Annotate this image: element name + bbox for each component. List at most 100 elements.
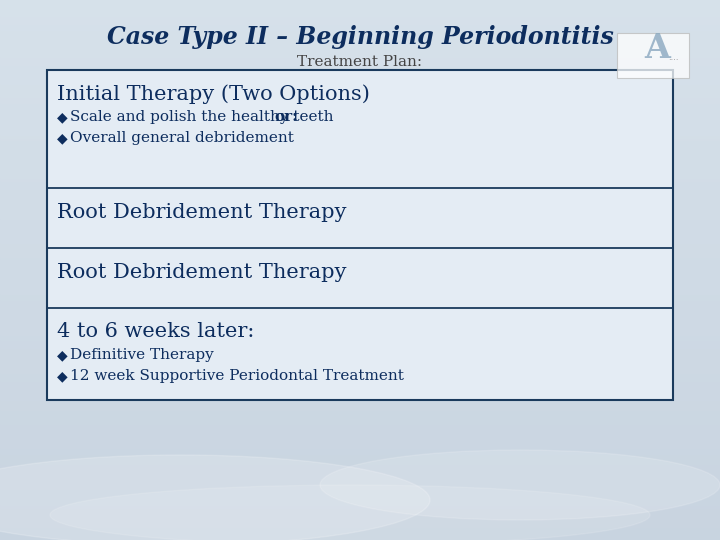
Bar: [0, 504, 720, 508]
Bar: [0, 145, 720, 148]
Bar: [0, 166, 720, 170]
Bar: [0, 91, 720, 94]
Bar: [47, 70, 673, 400]
Bar: [0, 228, 720, 232]
Bar: [0, 12, 720, 16]
Bar: [0, 385, 720, 389]
Text: 4 to 6 weeks later:: 4 to 6 weeks later:: [57, 322, 254, 341]
Text: ◆: ◆: [57, 369, 68, 383]
Text: Treatment Plan:: Treatment Plan:: [297, 55, 423, 69]
Bar: [0, 77, 720, 81]
Bar: [0, 307, 720, 310]
Bar: [0, 53, 720, 57]
Bar: [0, 4, 720, 8]
Bar: [0, 45, 720, 49]
Bar: [0, 21, 720, 24]
Bar: [0, 156, 720, 159]
Text: or:: or:: [275, 110, 299, 124]
Bar: [0, 18, 720, 22]
Bar: [0, 226, 720, 230]
Bar: [0, 242, 720, 246]
Bar: [0, 331, 720, 335]
Bar: [0, 215, 720, 219]
Bar: [0, 231, 720, 235]
Bar: [0, 212, 720, 216]
Bar: [0, 180, 720, 184]
Bar: [0, 185, 720, 189]
Text: A: A: [644, 32, 670, 65]
Bar: [0, 172, 720, 176]
Bar: [0, 193, 720, 197]
Bar: [0, 161, 720, 165]
Bar: [0, 490, 720, 494]
Ellipse shape: [50, 485, 650, 540]
Bar: [0, 523, 720, 526]
Bar: [0, 407, 720, 410]
Bar: [0, 126, 720, 130]
Bar: [0, 436, 720, 440]
Bar: [0, 277, 720, 281]
Bar: [0, 401, 720, 405]
Bar: [0, 118, 720, 122]
Bar: [0, 493, 720, 497]
Bar: [0, 312, 720, 316]
Text: Root Debridement Therapy: Root Debridement Therapy: [57, 262, 346, 281]
Bar: [0, 120, 720, 124]
Bar: [0, 183, 720, 186]
Bar: [0, 439, 720, 443]
Bar: [0, 247, 720, 251]
Bar: [0, 382, 720, 386]
Bar: [0, 299, 720, 302]
Bar: [0, 326, 720, 329]
Bar: [0, 515, 720, 518]
Bar: [0, 423, 720, 427]
Bar: [0, 304, 720, 308]
Bar: [0, 453, 720, 456]
Bar: [0, 282, 720, 286]
Bar: [0, 39, 720, 43]
Bar: [0, 0, 720, 3]
Bar: [0, 342, 720, 346]
Bar: [0, 447, 720, 451]
Bar: [0, 428, 720, 432]
Bar: [0, 37, 720, 40]
Bar: [0, 196, 720, 200]
Text: Scale and polish the healthy teeth: Scale and polish the healthy teeth: [70, 110, 338, 124]
Bar: [0, 85, 720, 89]
Bar: [0, 358, 720, 362]
Bar: [0, 380, 720, 383]
Bar: [0, 112, 720, 116]
Bar: [0, 336, 720, 340]
Bar: [0, 80, 720, 84]
Bar: [0, 88, 720, 92]
Bar: [0, 431, 720, 435]
Bar: [0, 461, 720, 464]
Bar: [0, 255, 720, 259]
Bar: [0, 134, 720, 138]
Bar: [0, 531, 720, 535]
Bar: [0, 29, 720, 32]
Bar: [0, 50, 720, 54]
Text: Overall general debridement: Overall general debridement: [70, 131, 294, 145]
Bar: [0, 396, 720, 400]
Bar: [0, 223, 720, 227]
Bar: [0, 272, 720, 275]
Bar: [0, 350, 720, 354]
Text: ◆: ◆: [57, 110, 68, 124]
Bar: [0, 75, 720, 78]
Bar: [0, 201, 720, 205]
Bar: [0, 345, 720, 348]
Bar: [0, 83, 720, 86]
Bar: [0, 320, 720, 324]
Bar: [0, 199, 720, 202]
Bar: [0, 42, 720, 46]
Bar: [0, 388, 720, 392]
Bar: [0, 131, 720, 135]
Bar: [0, 264, 720, 267]
Bar: [0, 280, 720, 284]
Text: ....: ....: [668, 53, 678, 63]
Bar: [0, 458, 720, 462]
Bar: [0, 288, 720, 292]
Bar: [0, 474, 720, 478]
Bar: [0, 534, 720, 537]
